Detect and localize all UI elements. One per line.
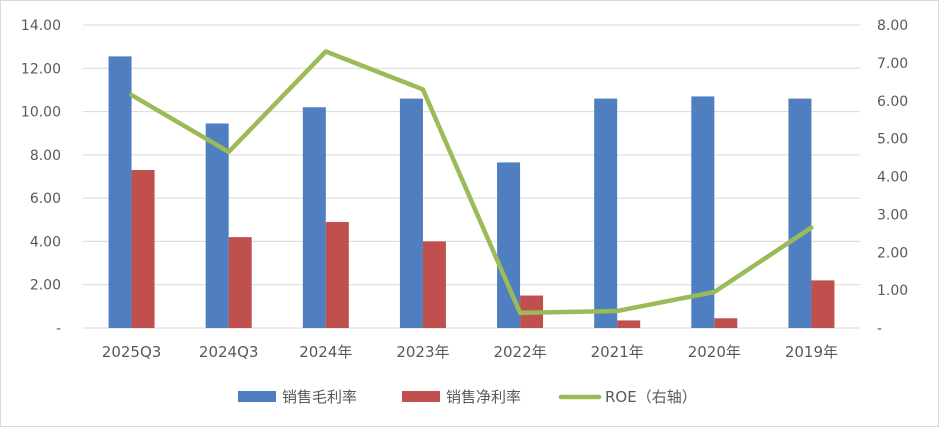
bar-gross-margin bbox=[303, 107, 326, 328]
right-tick-label: - bbox=[877, 321, 882, 337]
bar-gross-margin bbox=[109, 56, 132, 328]
left-tick-label: 12.00 bbox=[21, 61, 61, 77]
x-tick-label: 2025Q3 bbox=[102, 343, 162, 361]
left-tick-label: 2.00 bbox=[30, 278, 61, 294]
x-axis-ticks: 2025Q3 2024Q3 2024年 2023年 2022年 2021年 2020年 201… bbox=[102, 343, 838, 361]
bar-net-margin bbox=[229, 237, 252, 328]
right-tick-label: 7.00 bbox=[877, 56, 908, 72]
left-axis-ticks: - 2.00 4.00 6.00 8.00 10.00 12.00 14.00 bbox=[21, 18, 61, 337]
right-tick-label: 1.00 bbox=[877, 283, 908, 299]
x-tick-label: 2021年 bbox=[591, 343, 644, 361]
right-tick-label: 2.00 bbox=[877, 245, 908, 261]
x-tick-label: 2023年 bbox=[396, 343, 449, 361]
left-tick-label: 10.00 bbox=[21, 105, 61, 121]
bar-net-margin bbox=[811, 280, 834, 328]
bar-gross-margin bbox=[594, 99, 617, 328]
legend-label: 销售净利率 bbox=[446, 388, 521, 406]
gridlines bbox=[83, 25, 860, 328]
x-tick-label: 2019年 bbox=[785, 343, 838, 361]
bar-gross-margin bbox=[400, 99, 423, 328]
x-tick-label: 2022年 bbox=[493, 343, 546, 361]
bar-net-margin bbox=[326, 222, 349, 328]
legend-label: 销售毛利率 bbox=[282, 388, 357, 406]
x-tick-label: 2024年 bbox=[299, 343, 352, 361]
x-tick-label: 2020年 bbox=[688, 343, 741, 361]
right-axis-ticks: - 1.00 2.00 3.00 4.00 5.00 6.00 7.00 8.00 bbox=[877, 18, 908, 337]
bar-net-margin bbox=[714, 318, 737, 328]
right-tick-label: 6.00 bbox=[877, 94, 908, 110]
legend-swatch bbox=[238, 391, 276, 402]
legend: 销售毛利率 销售净利率 ROE（右轴） bbox=[238, 388, 697, 406]
bars bbox=[109, 56, 835, 328]
left-tick-label: - bbox=[56, 321, 61, 337]
bar-gross-margin bbox=[788, 99, 811, 328]
bar-gross-margin bbox=[206, 123, 229, 328]
right-tick-label: 8.00 bbox=[877, 18, 908, 34]
x-tick-label: 2024Q3 bbox=[199, 343, 259, 361]
right-tick-label: 3.00 bbox=[877, 207, 908, 223]
left-tick-label: 14.00 bbox=[21, 18, 61, 34]
legend-swatch bbox=[402, 391, 440, 402]
left-tick-label: 8.00 bbox=[30, 148, 61, 164]
bar-net-margin bbox=[132, 170, 155, 328]
right-tick-label: 5.00 bbox=[877, 132, 908, 148]
legend-label: ROE（右轴） bbox=[605, 388, 697, 406]
bar-net-margin bbox=[617, 320, 640, 328]
right-tick-label: 4.00 bbox=[877, 170, 908, 186]
bar-net-margin bbox=[423, 241, 446, 328]
left-tick-label: 4.00 bbox=[30, 234, 61, 250]
left-tick-label: 6.00 bbox=[30, 191, 61, 207]
